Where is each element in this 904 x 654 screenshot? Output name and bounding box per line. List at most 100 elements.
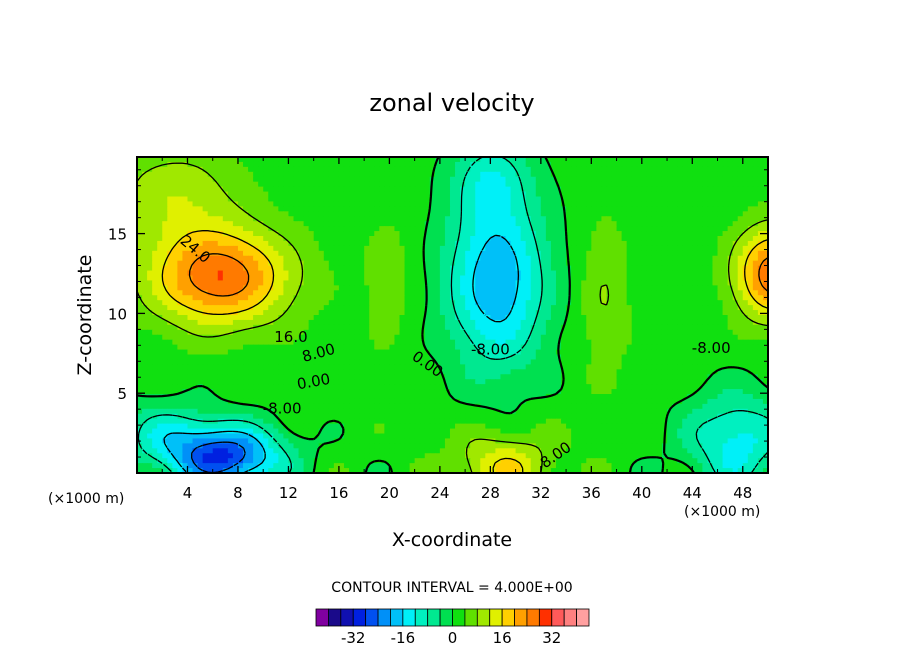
field-cell <box>298 240 305 247</box>
field-cell <box>485 295 491 301</box>
field-cell <box>293 236 300 242</box>
field-cell <box>374 285 380 291</box>
field-cell <box>349 310 355 316</box>
field-cell <box>414 196 421 203</box>
field-cell <box>449 255 456 262</box>
field-cell <box>227 206 234 212</box>
field-cell <box>152 324 158 331</box>
field-cell <box>566 319 572 326</box>
field-cell <box>535 176 542 183</box>
field-cell <box>561 191 567 198</box>
field-cell <box>313 300 320 306</box>
field-cell <box>313 280 320 286</box>
field-cell <box>631 166 638 173</box>
field-cell <box>641 265 648 272</box>
field-cell <box>495 186 502 193</box>
field-cell <box>707 265 714 272</box>
field-cell <box>475 231 481 237</box>
field-cell <box>500 231 507 237</box>
field-cell <box>586 171 592 178</box>
field-cell <box>313 275 320 282</box>
field-cell <box>747 295 754 301</box>
field-cell <box>137 181 143 188</box>
field-cell <box>677 324 683 331</box>
field-cell <box>444 270 451 277</box>
field-cell <box>429 310 436 316</box>
field-cell <box>485 240 491 247</box>
field-cell <box>550 324 557 331</box>
field-cell <box>752 300 759 306</box>
field-cell <box>631 191 638 198</box>
field-cell <box>444 221 451 227</box>
field-cell <box>197 181 204 188</box>
field-cell <box>656 231 663 237</box>
field-cell <box>571 255 577 262</box>
field-cell <box>389 300 396 306</box>
field-cell <box>515 329 522 336</box>
field-cell <box>586 231 592 237</box>
field-cell <box>636 245 643 252</box>
field-cell <box>157 231 163 237</box>
field-cell <box>202 265 209 272</box>
field-cell <box>389 344 396 351</box>
field-cell <box>217 201 224 207</box>
field-cell <box>364 260 370 267</box>
field-cell <box>661 285 668 291</box>
field-cell <box>535 211 542 217</box>
field-cell <box>293 300 300 306</box>
field-cell <box>333 250 340 257</box>
field-cell <box>343 310 350 316</box>
field-cell <box>722 161 729 168</box>
field-cell <box>303 211 310 217</box>
field-cell <box>343 319 350 326</box>
field-cell <box>147 161 153 168</box>
field-cell <box>248 349 254 356</box>
field-cell <box>661 329 668 336</box>
field-cell <box>333 186 340 193</box>
field-cell <box>747 176 754 183</box>
field-cell <box>444 181 451 188</box>
field-cell <box>212 236 219 242</box>
field-cell <box>712 334 719 341</box>
field-cell <box>308 300 315 306</box>
field-cell <box>702 240 709 247</box>
field-cell <box>157 221 163 227</box>
field-cell <box>636 161 643 168</box>
field-cell <box>354 240 360 247</box>
field-cell <box>475 221 481 227</box>
field-cell <box>485 280 491 286</box>
field-cell <box>237 275 244 282</box>
field-cell <box>207 206 214 212</box>
field-cell <box>747 310 754 316</box>
field-cell <box>444 285 451 291</box>
field-cell <box>359 166 365 173</box>
field-cell <box>687 290 693 296</box>
field-cell <box>722 201 729 207</box>
field-cell <box>661 191 668 198</box>
field-cell <box>263 339 269 346</box>
field-cell <box>576 315 582 321</box>
field-cell <box>217 211 224 217</box>
field-cell <box>571 181 577 188</box>
field-cell <box>515 285 522 291</box>
field-cell <box>727 329 734 336</box>
field-cell <box>137 226 143 232</box>
field-cell <box>207 255 214 262</box>
field-cell <box>359 305 365 311</box>
field-cell <box>278 260 284 267</box>
field-cell <box>515 319 522 326</box>
field-cell <box>349 339 355 346</box>
field-cell <box>207 211 214 217</box>
field-cell <box>182 196 189 203</box>
field-cell <box>636 319 643 326</box>
field-cell <box>661 250 668 257</box>
field-cell <box>318 250 325 257</box>
field-cell <box>409 295 416 301</box>
field-cell <box>576 250 582 257</box>
field-cell <box>237 295 244 301</box>
field-cell <box>646 216 653 222</box>
field-cell <box>636 315 643 321</box>
field-cell <box>616 196 623 203</box>
field-cell <box>359 319 365 326</box>
field-cell <box>510 216 517 222</box>
